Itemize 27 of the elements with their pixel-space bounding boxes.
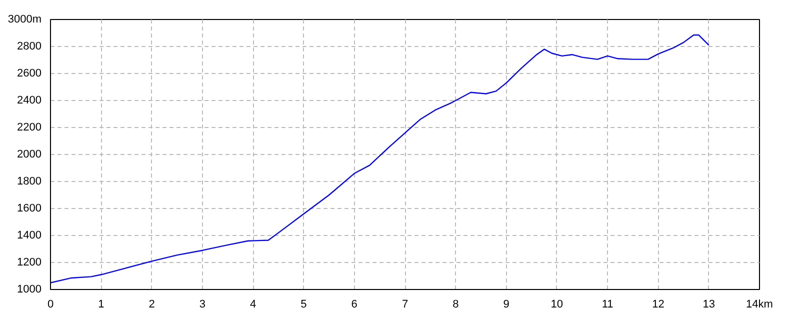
x-tick-label: 0	[47, 298, 54, 310]
x-tick-label: 5	[300, 298, 307, 310]
y-tick-label: 2800	[17, 40, 42, 52]
x-tick-label: 6	[351, 298, 358, 310]
x-tick-label: 8	[452, 298, 459, 310]
x-tick-label: 13	[702, 298, 715, 310]
x-tick-label: 12	[652, 298, 664, 310]
x-tick-label: 3	[199, 298, 206, 310]
x-tick-label: 11	[602, 298, 614, 310]
y-tick-label: 1800	[17, 176, 42, 188]
y-tick-label: 2400	[17, 94, 42, 106]
x-tick-label: 10	[550, 298, 564, 310]
y-tick-label: 1600	[17, 202, 42, 214]
y-tick-label: 2000	[17, 148, 42, 160]
x-tick-label: 2	[148, 298, 155, 310]
y-tick-label: 1200	[17, 256, 42, 268]
x-tick-label: 7	[402, 298, 408, 310]
x-tick-label: 1	[98, 298, 104, 310]
x-tick-label: 14km	[746, 298, 773, 310]
y-tick-label: 3000m	[8, 14, 42, 26]
y-tick-label: 2600	[17, 68, 42, 80]
y-tick-label: 1000	[17, 284, 42, 296]
x-tick-label: 4	[250, 298, 256, 310]
y-tick-label: 2200	[17, 122, 42, 134]
x-tick-label: 9	[503, 298, 510, 310]
y-tick-label: 1400	[17, 230, 42, 242]
line-series	[50, 34, 710, 284]
